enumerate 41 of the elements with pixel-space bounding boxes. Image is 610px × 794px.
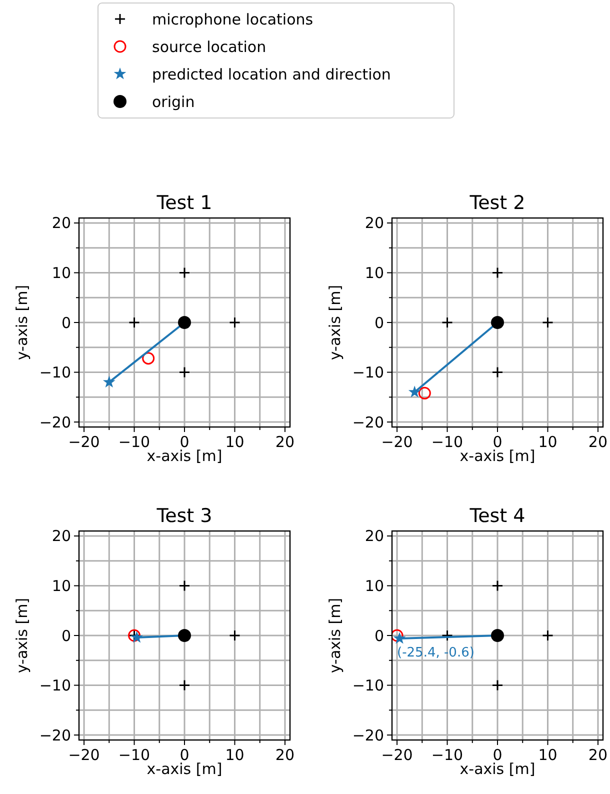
y-tick-label: 20 [364, 214, 384, 232]
legend-label: origin [152, 92, 195, 111]
y-tick-label: −20 [39, 413, 71, 432]
y-tick-label: 0 [61, 626, 71, 645]
y-tick-label: 10 [364, 576, 384, 595]
y-tick-label: 10 [52, 576, 71, 595]
annotation: (-25.4, -0.6) [397, 645, 474, 660]
x-tick-label: 10 [538, 746, 558, 764]
y-axis-title: y-axis [m] [326, 284, 344, 360]
y-tick-label: −20 [39, 726, 71, 744]
y-tick-label: −10 [352, 676, 384, 695]
chart-title: Test 3 [156, 505, 212, 527]
y-tick-label: −10 [39, 676, 71, 695]
y-tick-label: 20 [52, 527, 71, 546]
x-tick-label: 20 [275, 433, 295, 451]
y-axis-title: y-axis [m] [13, 284, 31, 360]
legend-label: source location [152, 38, 266, 56]
chart-title: Test 1 [156, 192, 212, 214]
legend-label: predicted location and direction [152, 65, 391, 84]
y-tick-label: 20 [364, 527, 384, 546]
chart-title: Test 2 [468, 192, 526, 214]
y-tick-label: 10 [52, 264, 71, 282]
y-axis-title: y-axis [m] [326, 598, 344, 674]
y-tick-label: 20 [52, 214, 71, 232]
y-tick-label: 0 [374, 314, 384, 332]
x-tick-label: 20 [588, 433, 608, 451]
x-tick-label: 10 [225, 746, 244, 764]
y-tick-label: −10 [352, 364, 384, 382]
x-tick-label: 10 [538, 433, 558, 451]
legend-label: microphone locations [152, 10, 314, 28]
y-tick-label: −20 [352, 726, 384, 744]
y-tick-label: −20 [352, 413, 384, 432]
chart-title: Test 4 [468, 505, 526, 527]
y-tick-label: 0 [374, 626, 384, 645]
y-tick-label: −10 [39, 364, 71, 382]
y-tick-label: 0 [61, 314, 71, 332]
x-tick-label: 20 [275, 746, 295, 764]
y-axis-title: y-axis [m] [13, 598, 31, 674]
x-tick-label: 20 [588, 746, 608, 764]
x-tick-label: 10 [225, 433, 244, 451]
y-tick-label: 10 [364, 264, 384, 282]
